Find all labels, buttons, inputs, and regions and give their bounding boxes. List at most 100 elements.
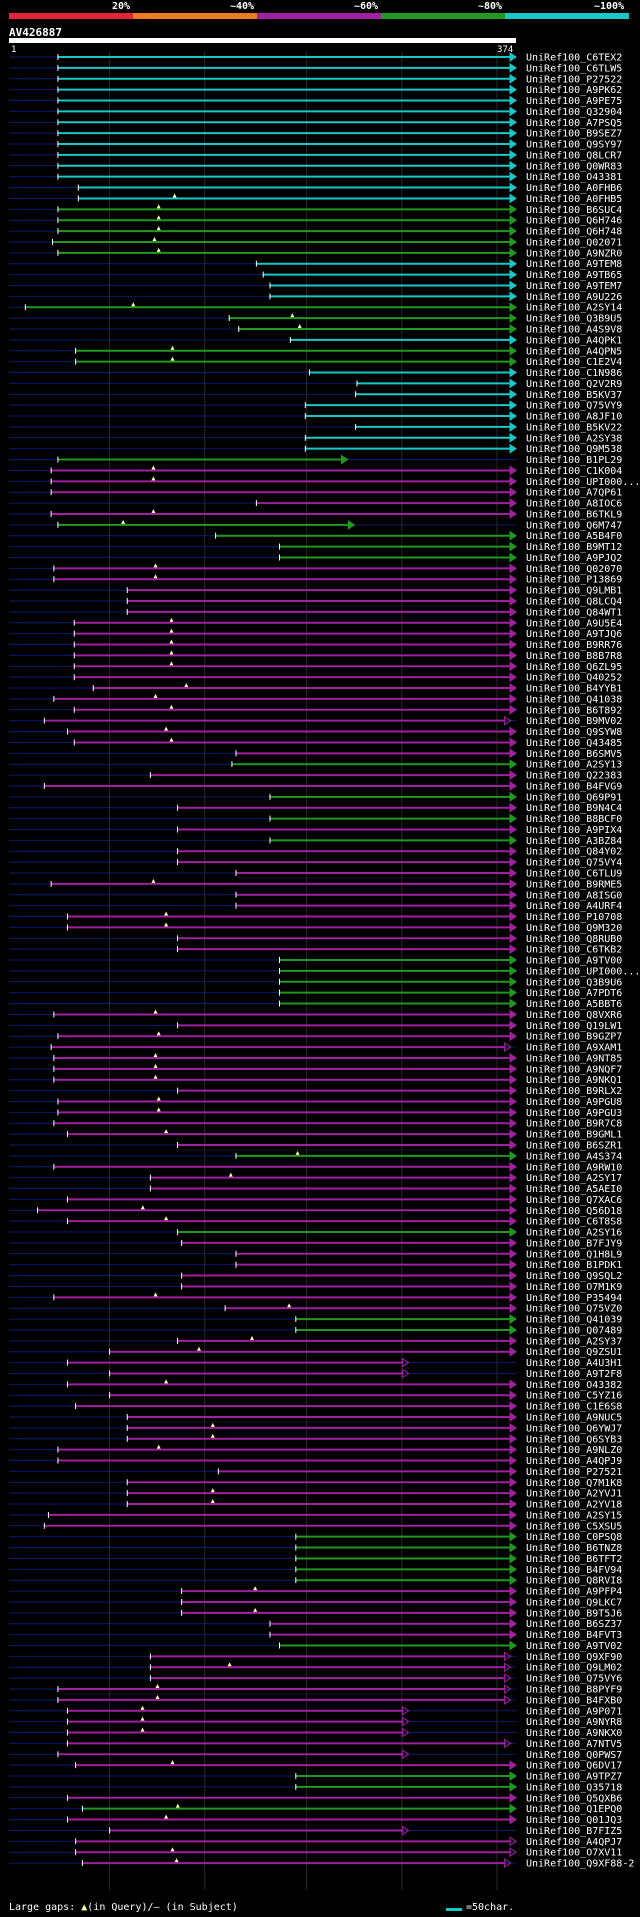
hit-label: UniRef100_A0FHB6 bbox=[526, 183, 622, 194]
hit-label: UniRef100_A9PGU3 bbox=[526, 1108, 622, 1119]
hit-arrow-icon bbox=[509, 878, 517, 889]
hit-label: UniRef100_A2SY15 bbox=[526, 1510, 622, 1521]
hit-arrow-icon bbox=[509, 1281, 517, 1292]
hit-arrow-icon bbox=[509, 1781, 517, 1792]
identity-label-60: ~60% bbox=[354, 1, 379, 12]
scale-legend: =50char. bbox=[466, 1902, 515, 1913]
hit-label: UniRef100_Q43485 bbox=[526, 738, 622, 749]
hit-label: UniRef100_Q84Y02 bbox=[526, 847, 622, 858]
query-bar bbox=[9, 38, 516, 43]
query-gap-icon bbox=[290, 313, 295, 318]
hit-arrow-icon bbox=[509, 1760, 517, 1771]
identity-band-cyan bbox=[505, 13, 629, 19]
hit-label: UniRef100_Q75VY9 bbox=[526, 401, 622, 412]
hit-arrow-icon bbox=[509, 998, 517, 1009]
hit-arrow-icon bbox=[509, 933, 517, 944]
hit-label: UniRef100_C1E6S8 bbox=[526, 1402, 622, 1413]
hit-arrow-icon bbox=[509, 476, 517, 487]
hit-label: UniRef100_Q6H746 bbox=[526, 216, 622, 227]
hit-arrow-icon bbox=[509, 857, 517, 868]
query-gap-icon: ▲ bbox=[81, 1902, 88, 1913]
hit-arrow-icon bbox=[509, 421, 517, 432]
hit-arrow-icon bbox=[509, 1009, 517, 1020]
hit-arrow-icon bbox=[402, 1705, 410, 1716]
hit-arrow-icon bbox=[509, 1205, 517, 1216]
query-gap-icon bbox=[155, 1694, 160, 1699]
hit-arrow-icon bbox=[402, 1727, 410, 1738]
hit-label: UniRef100_C6TLU9 bbox=[526, 869, 622, 880]
hit-arrow-icon bbox=[509, 1607, 517, 1618]
hit-label: UniRef100_C1K004 bbox=[526, 466, 622, 477]
hit-label: UniRef100_A9NYR8 bbox=[526, 1717, 622, 1728]
hit-arrow-icon bbox=[509, 1118, 517, 1129]
query-gap-icon bbox=[287, 1303, 292, 1308]
query-gap-icon bbox=[156, 1444, 161, 1449]
hit-label: UniRef100_A9TPZ7 bbox=[526, 1772, 622, 1783]
hit-arrow-icon bbox=[509, 1140, 517, 1150]
hit-arrow-icon bbox=[509, 1107, 517, 1118]
query-gap-icon bbox=[170, 345, 175, 350]
hit-arrow-icon bbox=[509, 1814, 517, 1825]
query-gap-icon bbox=[253, 1586, 258, 1591]
hit-arrow-icon bbox=[509, 171, 517, 182]
hit-arrow-icon bbox=[504, 1684, 512, 1694]
query-gap-icon bbox=[151, 878, 156, 883]
hit-arrow-icon bbox=[509, 1020, 517, 1031]
hit-arrow-icon bbox=[509, 324, 517, 334]
identity-label-100: ~100% bbox=[594, 1, 625, 12]
hit-arrow-icon bbox=[509, 160, 517, 171]
hit-arrow-icon bbox=[509, 693, 517, 704]
hit-arrow-icon bbox=[509, 258, 517, 269]
identity-band-red bbox=[9, 13, 133, 19]
hit-label: UniRef100_P27522 bbox=[526, 74, 622, 85]
hit-label: UniRef100_C5YZ16 bbox=[526, 1391, 622, 1402]
hit-arrow-icon bbox=[504, 1694, 512, 1705]
hit-label: UniRef100_O7XV11 bbox=[526, 1848, 622, 1859]
hit-arrow-icon bbox=[509, 334, 517, 345]
hit-arrow-icon bbox=[509, 1466, 517, 1477]
hit-label: UniRef100_Q6YWJ7 bbox=[526, 1423, 622, 1434]
hit-arrow-icon bbox=[509, 106, 517, 117]
hit-label: UniRef100_A2YV18 bbox=[526, 1500, 622, 1511]
hit-arrow-icon bbox=[509, 1803, 517, 1814]
hit-label: UniRef100_A8ISG0 bbox=[526, 890, 622, 901]
hit-arrow-icon bbox=[509, 1085, 517, 1096]
query-gap-icon bbox=[140, 1705, 145, 1710]
hit-arrow-icon bbox=[509, 987, 517, 998]
hit-label: UniRef100_B8BCF0 bbox=[526, 814, 622, 825]
hit-label: UniRef100_B4FV94 bbox=[526, 1565, 622, 1576]
query-gap-icon bbox=[170, 356, 175, 361]
hit-label: UniRef100_P35494 bbox=[526, 1293, 622, 1304]
hit-arrow-icon bbox=[509, 530, 517, 541]
hit-arrow-icon bbox=[402, 1825, 410, 1836]
query-gap-icon bbox=[153, 563, 158, 568]
hit-label: UniRef100_C6TEX2 bbox=[526, 53, 622, 64]
hit-arrow-icon bbox=[509, 846, 517, 857]
hit-label: UniRef100_UPI000... bbox=[526, 966, 640, 977]
hit-arrow-icon bbox=[509, 541, 517, 552]
hit-arrow-icon bbox=[509, 900, 517, 911]
hit-arrow-icon bbox=[509, 226, 517, 237]
hit-label: UniRef100_A2SY13 bbox=[526, 760, 622, 771]
hit-arrow-icon bbox=[509, 868, 517, 878]
query-id: AV426887 bbox=[9, 26, 62, 39]
hit-label: UniRef100_B9GML1 bbox=[526, 1130, 622, 1141]
hit-arrow-icon bbox=[509, 791, 517, 802]
hit-label: UniRef100_Q8LCQ4 bbox=[526, 597, 622, 608]
hit-label: UniRef100_Q3B9U5 bbox=[526, 314, 622, 325]
hit-label: UniRef100_A4U3H1 bbox=[526, 1358, 622, 1369]
hit-label: UniRef100_B4FVG9 bbox=[526, 781, 622, 792]
query-gap-icon bbox=[227, 1662, 232, 1667]
hit-label: UniRef100_Q75VY6 bbox=[526, 1674, 622, 1685]
gap-legend: Large gaps: ▲(in Query)/– (in Subject) bbox=[9, 1902, 238, 1913]
hit-label: UniRef100_A2SY37 bbox=[526, 1336, 622, 1347]
hit-arrow-icon bbox=[509, 378, 517, 389]
hit-label: UniRef100_Q9ZSU1 bbox=[526, 1347, 622, 1358]
hit-label: UniRef100_Q6M747 bbox=[526, 520, 622, 531]
hit-label: UniRef100_A9TEM8 bbox=[526, 259, 622, 270]
hit-arrow-icon bbox=[509, 117, 517, 128]
hit-arrow-icon bbox=[509, 617, 517, 628]
hit-arrow-icon bbox=[509, 400, 517, 411]
hit-label: UniRef100_UPI000... bbox=[526, 477, 640, 488]
hit-label: UniRef100_A9PGU8 bbox=[526, 1097, 622, 1108]
